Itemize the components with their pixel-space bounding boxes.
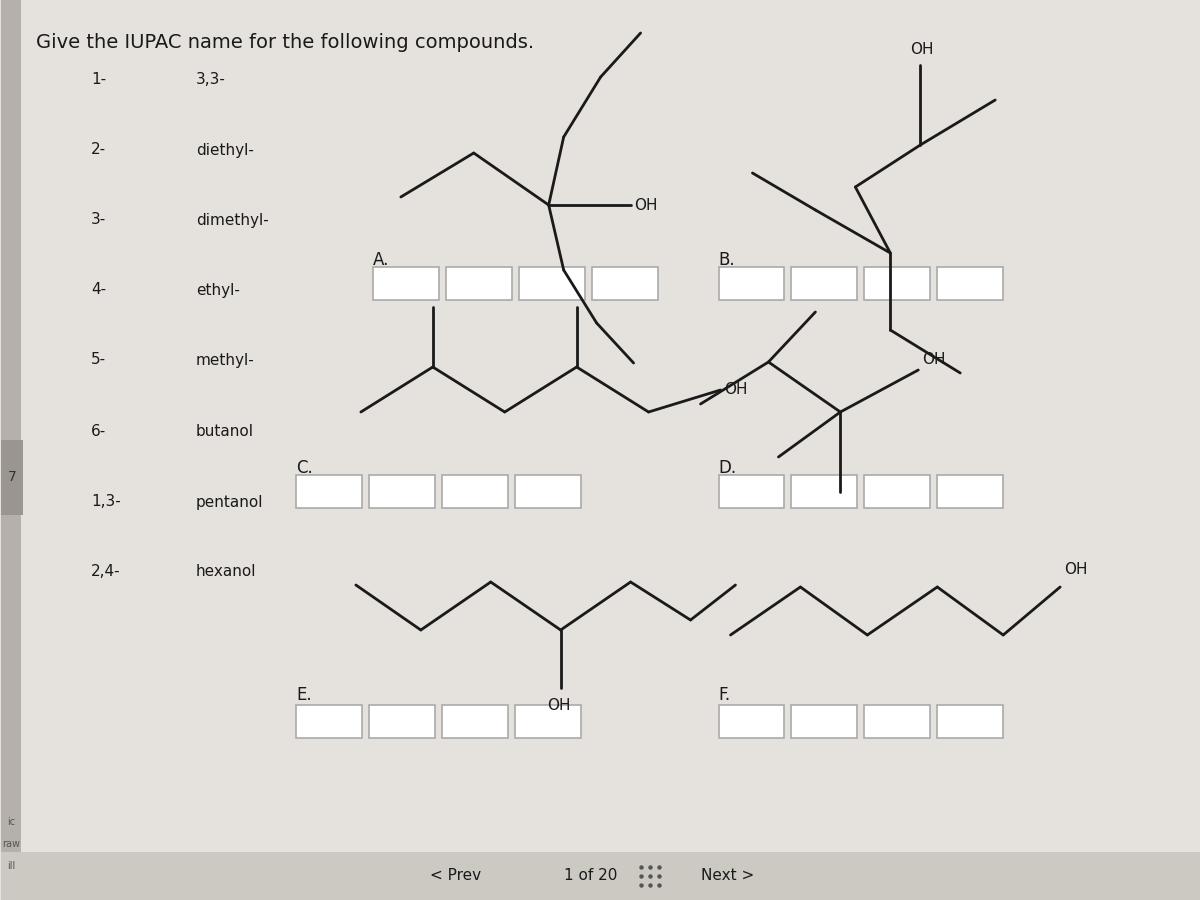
- Text: C.: C.: [296, 459, 313, 477]
- FancyBboxPatch shape: [518, 267, 584, 300]
- Text: Next >: Next >: [701, 868, 754, 884]
- FancyBboxPatch shape: [937, 475, 1003, 508]
- Text: A.: A.: [373, 251, 389, 269]
- Text: OH: OH: [923, 353, 946, 367]
- FancyBboxPatch shape: [937, 705, 1003, 738]
- FancyBboxPatch shape: [1, 852, 1200, 900]
- Text: 1,3-: 1,3-: [91, 494, 121, 509]
- Text: 2-: 2-: [91, 142, 107, 157]
- Text: pentanol: pentanol: [196, 494, 264, 509]
- Text: diethyl-: diethyl-: [196, 142, 254, 157]
- Text: 3-: 3-: [91, 212, 107, 228]
- FancyBboxPatch shape: [864, 475, 930, 508]
- Text: 5-: 5-: [91, 353, 107, 367]
- Text: hexanol: hexanol: [196, 564, 257, 580]
- FancyBboxPatch shape: [719, 475, 785, 508]
- Text: < Prev: < Prev: [430, 868, 481, 884]
- FancyBboxPatch shape: [719, 267, 785, 300]
- Text: D.: D.: [719, 459, 737, 477]
- Text: 3,3-: 3,3-: [196, 73, 226, 87]
- Text: OH: OH: [547, 698, 570, 713]
- Text: OH: OH: [1064, 562, 1087, 577]
- Text: Give the IUPAC name for the following compounds.: Give the IUPAC name for the following co…: [36, 32, 534, 51]
- FancyBboxPatch shape: [368, 475, 434, 508]
- Text: ill: ill: [7, 861, 16, 871]
- FancyBboxPatch shape: [373, 267, 439, 300]
- FancyBboxPatch shape: [296, 705, 362, 738]
- FancyBboxPatch shape: [442, 705, 508, 738]
- FancyBboxPatch shape: [719, 705, 785, 738]
- Text: ethyl-: ethyl-: [196, 283, 240, 298]
- FancyBboxPatch shape: [937, 267, 1003, 300]
- Text: 4-: 4-: [91, 283, 107, 298]
- FancyBboxPatch shape: [296, 475, 362, 508]
- FancyBboxPatch shape: [792, 475, 857, 508]
- FancyBboxPatch shape: [515, 475, 581, 508]
- FancyBboxPatch shape: [445, 267, 511, 300]
- Text: 6-: 6-: [91, 425, 107, 439]
- Text: 1-: 1-: [91, 73, 107, 87]
- FancyBboxPatch shape: [442, 475, 508, 508]
- FancyBboxPatch shape: [864, 267, 930, 300]
- Text: dimethyl-: dimethyl-: [196, 212, 269, 228]
- Text: OH: OH: [635, 197, 658, 212]
- Text: 2,4-: 2,4-: [91, 564, 121, 580]
- Text: butanol: butanol: [196, 425, 254, 439]
- FancyBboxPatch shape: [792, 705, 857, 738]
- FancyBboxPatch shape: [1, 440, 23, 515]
- Text: 1 of 20: 1 of 20: [564, 868, 617, 884]
- Text: methyl-: methyl-: [196, 353, 254, 367]
- Text: OH: OH: [911, 42, 934, 58]
- FancyBboxPatch shape: [515, 705, 581, 738]
- Text: raw: raw: [2, 839, 20, 849]
- FancyBboxPatch shape: [792, 267, 857, 300]
- Text: ic: ic: [7, 817, 16, 827]
- FancyBboxPatch shape: [368, 705, 434, 738]
- Text: 7: 7: [8, 470, 17, 484]
- FancyBboxPatch shape: [864, 705, 930, 738]
- FancyBboxPatch shape: [592, 267, 658, 300]
- Text: B.: B.: [719, 251, 736, 269]
- Text: E.: E.: [296, 686, 312, 704]
- Text: OH: OH: [725, 382, 748, 398]
- FancyBboxPatch shape: [1, 0, 22, 900]
- Text: F.: F.: [719, 686, 731, 704]
